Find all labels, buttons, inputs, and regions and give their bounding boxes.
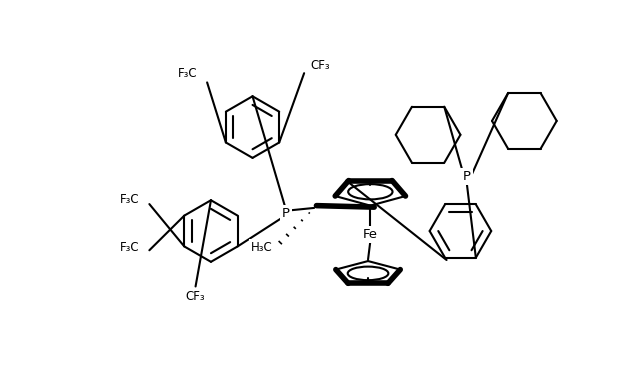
Text: Fe: Fe [363,228,378,242]
Text: F₃C: F₃C [178,67,198,80]
Text: P: P [282,207,290,220]
Text: F₃C: F₃C [178,67,198,80]
Text: P: P [463,170,470,183]
Text: P: P [463,170,470,183]
Text: P: P [282,207,290,220]
Text: Fe: Fe [363,228,378,242]
Text: H₃C: H₃C [251,242,273,254]
Text: CF₃: CF₃ [186,290,205,303]
Text: CF₃: CF₃ [186,290,205,303]
Text: CF₃: CF₃ [310,59,330,72]
Text: F₃C: F₃C [120,242,139,254]
Text: H₃C: H₃C [251,242,273,254]
Text: CF₃: CF₃ [310,59,330,72]
Text: F₃C: F₃C [120,242,139,254]
Text: F₃C: F₃C [120,193,139,206]
Text: F₃C: F₃C [120,193,139,206]
